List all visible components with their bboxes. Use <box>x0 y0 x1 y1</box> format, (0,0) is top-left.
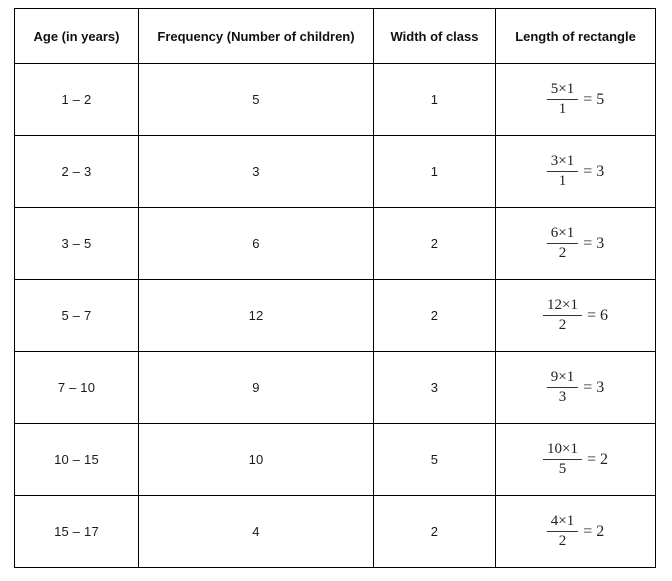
class-width-cell: 3 <box>373 351 496 424</box>
frequency-cell: 4 <box>138 495 374 568</box>
header-rect-length: Length of rectangle <box>495 8 656 64</box>
table-row: 5 – 7 12 2 12×1 2 = 6 <box>14 279 656 352</box>
fraction-denominator: 1 <box>558 173 567 189</box>
fraction-expression: 3×1 1 = 3 <box>546 153 605 191</box>
fraction-denominator: 2 <box>558 317 567 333</box>
class-width-cell: 2 <box>373 279 496 352</box>
fraction-result: = 2 <box>583 522 605 540</box>
rect-length-cell: 3×1 1 = 3 <box>495 135 656 208</box>
age-cell: 3 – 5 <box>14 207 139 280</box>
fraction-numerator: 9×1 <box>546 369 579 388</box>
class-width-cell: 2 <box>373 495 496 568</box>
frequency-cell: 10 <box>138 423 374 496</box>
fraction-expression: 9×1 3 = 3 <box>546 369 605 407</box>
fraction: 4×1 2 <box>546 513 579 551</box>
age-cell: 1 – 2 <box>14 63 139 136</box>
frequency-cell: 12 <box>138 279 374 352</box>
table-row: 1 – 2 5 1 5×1 1 = 5 <box>14 63 656 136</box>
rect-length-cell: 5×1 1 = 5 <box>495 63 656 136</box>
frequency-cell: 9 <box>138 351 374 424</box>
rect-length-cell: 4×1 2 = 2 <box>495 495 656 568</box>
fraction-expression: 4×1 2 = 2 <box>546 513 605 551</box>
frequency-cell: 3 <box>138 135 374 208</box>
fraction-result: = 6 <box>586 306 608 324</box>
header-class-width: Width of class <box>373 8 496 64</box>
fraction-numerator: 5×1 <box>546 81 579 100</box>
frequency-table-container: Age (in years) Frequency (Number of chil… <box>14 8 656 568</box>
fraction-numerator: 3×1 <box>546 153 579 172</box>
fraction-numerator: 10×1 <box>543 441 582 460</box>
fraction-numerator: 6×1 <box>546 225 579 244</box>
frequency-cell: 5 <box>138 63 374 136</box>
fraction-result: = 3 <box>583 234 605 252</box>
table-header-row: Age (in years) Frequency (Number of chil… <box>14 8 656 64</box>
fraction-result: = 3 <box>583 378 605 396</box>
fraction-expression: 5×1 1 = 5 <box>546 81 605 119</box>
age-cell: 10 – 15 <box>14 423 139 496</box>
table-row: 2 – 3 3 1 3×1 1 = 3 <box>14 135 656 208</box>
fraction-result: = 5 <box>583 90 605 108</box>
fraction-denominator: 2 <box>558 533 567 549</box>
fraction: 3×1 1 <box>546 153 579 191</box>
fraction-denominator: 1 <box>558 101 567 117</box>
fraction-result: = 3 <box>583 162 605 180</box>
fraction-result: = 2 <box>586 450 608 468</box>
fraction: 5×1 1 <box>546 81 579 119</box>
fraction-denominator: 3 <box>558 389 567 405</box>
frequency-cell: 6 <box>138 207 374 280</box>
fraction-numerator: 4×1 <box>546 513 579 532</box>
fraction: 10×1 5 <box>543 441 582 479</box>
class-width-cell: 2 <box>373 207 496 280</box>
rect-length-cell: 6×1 2 = 3 <box>495 207 656 280</box>
table-row: 3 – 5 6 2 6×1 2 = 3 <box>14 207 656 280</box>
fraction: 9×1 3 <box>546 369 579 407</box>
table-row: 15 – 17 4 2 4×1 2 = 2 <box>14 495 656 568</box>
age-cell: 15 – 17 <box>14 495 139 568</box>
fraction-denominator: 2 <box>558 245 567 261</box>
class-width-cell: 5 <box>373 423 496 496</box>
age-cell: 7 – 10 <box>14 351 139 424</box>
fraction-numerator: 12×1 <box>543 297 582 316</box>
age-cell: 2 – 3 <box>14 135 139 208</box>
rect-length-cell: 9×1 3 = 3 <box>495 351 656 424</box>
fraction-denominator: 5 <box>558 461 567 477</box>
fraction-expression: 12×1 2 = 6 <box>543 297 608 335</box>
fraction-expression: 10×1 5 = 2 <box>543 441 608 479</box>
fraction-expression: 6×1 2 = 3 <box>546 225 605 263</box>
class-width-cell: 1 <box>373 63 496 136</box>
table-row: 10 – 15 10 5 10×1 5 = 2 <box>14 423 656 496</box>
class-width-cell: 1 <box>373 135 496 208</box>
header-age: Age (in years) <box>14 8 139 64</box>
rect-length-cell: 12×1 2 = 6 <box>495 279 656 352</box>
table-row: 7 – 10 9 3 9×1 3 = 3 <box>14 351 656 424</box>
age-cell: 5 – 7 <box>14 279 139 352</box>
fraction: 6×1 2 <box>546 225 579 263</box>
rect-length-cell: 10×1 5 = 2 <box>495 423 656 496</box>
fraction: 12×1 2 <box>543 297 582 335</box>
frequency-table: Age (in years) Frequency (Number of chil… <box>14 8 656 568</box>
header-frequency: Frequency (Number of children) <box>138 8 374 64</box>
